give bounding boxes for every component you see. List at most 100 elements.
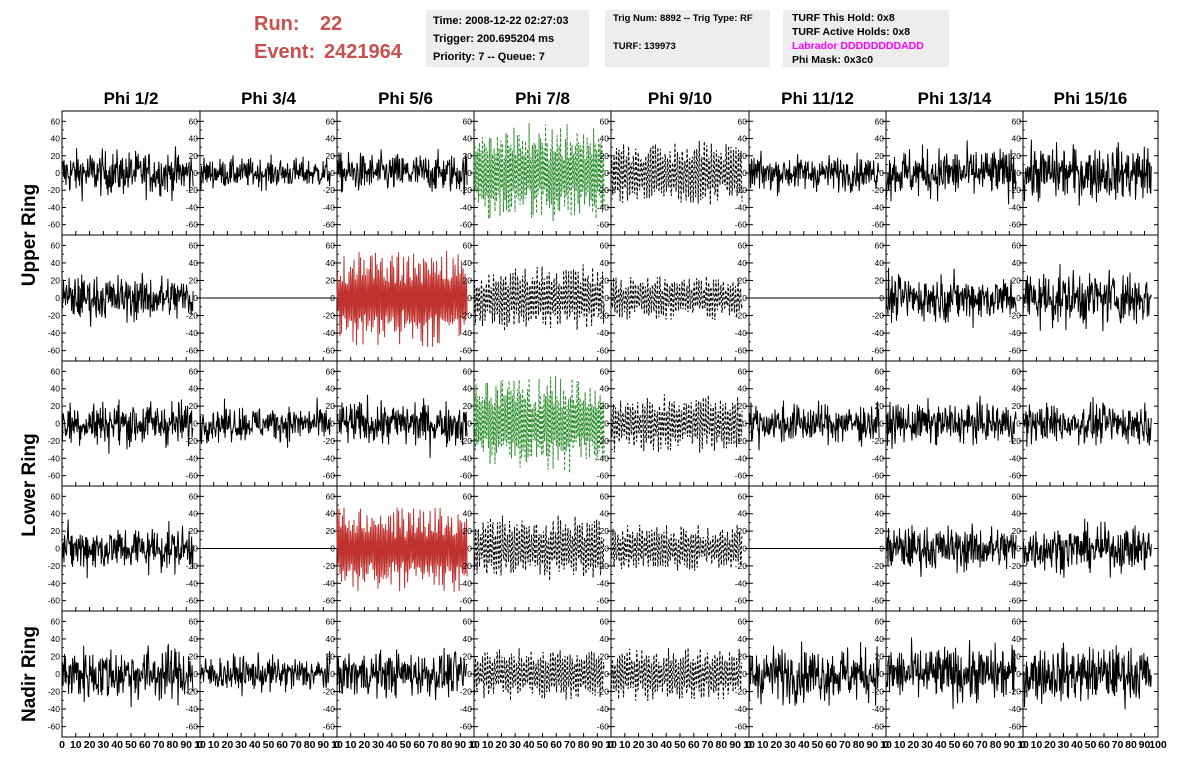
x-tick-label: 80: [441, 739, 453, 751]
panel-r2-c3: -60 -40 -20 0 20 40 60: [460, 360, 612, 487]
x-tick-label: 10: [194, 739, 206, 751]
y-tick-label: -20: [460, 311, 473, 321]
y-tick-label: 0: [193, 293, 198, 303]
waveform-trace: [61, 644, 194, 708]
y-tick-label: 0: [330, 544, 335, 554]
y-tick-label: 60: [600, 366, 610, 376]
y-tick-label: 20: [51, 151, 61, 161]
panel-r2-c5: -60 -40 -20 0 20 40 60: [735, 360, 887, 487]
x-tick-label: 50: [674, 739, 686, 751]
y-tick-label: 0: [467, 293, 472, 303]
y-tick-label: 60: [1012, 240, 1022, 250]
y-tick-label: 20: [738, 526, 748, 536]
event-label: Event:: [254, 41, 316, 63]
x-tick-label: 30: [509, 739, 521, 751]
x-tick-label: 10: [345, 739, 357, 751]
y-tick-label: -40: [323, 202, 336, 212]
x-tick-label: 90: [180, 739, 192, 751]
y-tick-label: 40: [1012, 509, 1022, 519]
y-tick-label: 60: [189, 240, 199, 250]
y-tick-label: -40: [735, 704, 748, 714]
y-tick-label: 0: [742, 544, 747, 554]
y-tick-label: 0: [55, 293, 60, 303]
x-tick-label: 60: [139, 739, 151, 751]
panel-r3-c1: -60 -40 -20 0 20 40 60: [186, 485, 338, 612]
x-tick-label: 10: [894, 739, 906, 751]
y-tick-label: -20: [735, 185, 748, 195]
x-tick-label: 70: [702, 739, 714, 751]
y-tick-label: 0: [55, 669, 60, 679]
y-tick-label: -40: [597, 453, 610, 463]
y-tick-label: 40: [326, 509, 336, 519]
y-tick-label: 0: [330, 419, 335, 429]
x-tick-label: 50: [263, 739, 275, 751]
x-tick-label: 80: [304, 739, 316, 751]
y-tick-label: 60: [189, 116, 199, 126]
y-tick-label: -20: [735, 687, 748, 697]
waveform-trace: [885, 140, 1017, 205]
y-tick-label: 20: [463, 275, 473, 285]
y-tick-label: 0: [879, 293, 884, 303]
x-tick-label: 70: [839, 739, 851, 751]
y-tick-label: -20: [1009, 185, 1022, 195]
y-tick-label: 0: [879, 419, 884, 429]
y-tick-label: 40: [51, 258, 61, 268]
y-tick-label: -40: [872, 328, 885, 338]
y-tick-label: -40: [48, 202, 61, 212]
x-tick-label: 70: [290, 739, 302, 751]
x-tick-label: 0: [883, 739, 889, 751]
x-tick-label: 30: [235, 739, 247, 751]
panel-r3-c3: -60 -40 -20 0 20 40 60: [460, 485, 612, 612]
y-tick-label: 0: [1016, 419, 1021, 429]
y-tick-label: -60: [872, 346, 885, 356]
y-tick-label: 60: [875, 116, 885, 126]
y-tick-label: 40: [738, 384, 748, 394]
y-tick-label: -20: [872, 311, 885, 321]
panel-r1-c7: -60 -40 -20 0 20 40 60: [1009, 234, 1159, 362]
y-tick-label: -60: [323, 220, 336, 230]
y-tick-label: -60: [323, 471, 336, 481]
y-tick-label: 40: [875, 258, 885, 268]
y-tick-label: 40: [189, 258, 199, 268]
panel-r3-c7: -60 -40 -20 0 20 40 60: [1009, 485, 1159, 612]
x-tick-label: 0: [608, 739, 614, 751]
panel-r2-c1: -60 -40 -20 0 20 40 60: [186, 360, 338, 487]
y-tick-label: -60: [872, 220, 885, 230]
y-tick-label: 40: [189, 384, 199, 394]
y-tick-label: -20: [872, 561, 885, 571]
y-tick-label: 0: [193, 419, 198, 429]
y-tick-label: 40: [326, 384, 336, 394]
y-tick-label: 40: [1012, 134, 1022, 144]
y-tick-label: 20: [326, 526, 336, 536]
x-tick-label: 50: [537, 739, 549, 751]
y-tick-label: 20: [875, 651, 885, 661]
y-tick-label: -20: [323, 185, 336, 195]
panel-r0-c6: -60 -40 -20 0 20 40 60: [872, 110, 1024, 236]
y-tick-label: -40: [872, 453, 885, 463]
x-tick-label: 30: [647, 739, 659, 751]
y-tick-label: 40: [875, 509, 885, 519]
y-tick-label: 60: [463, 491, 473, 501]
y-tick-label: -20: [1009, 687, 1022, 697]
panel-r2-c0: -60 -40 -20 0 20 40 60: [48, 360, 201, 487]
y-tick-label: 40: [600, 134, 610, 144]
x-tick-label: 90: [591, 739, 603, 751]
x-tick-label: 40: [798, 739, 810, 751]
y-tick-label: 60: [738, 366, 748, 376]
turf-this-hold-text: TURF This Hold: 0x8: [792, 12, 895, 24]
y-tick-label: -60: [735, 596, 748, 606]
y-tick-label: 0: [604, 544, 609, 554]
column-title-6: Phi 13/14: [918, 89, 992, 108]
x-tick-label: 0: [197, 739, 203, 751]
panel-r1-c5: -60 -40 -20 0 20 40 60: [735, 234, 887, 362]
y-tick-label: 40: [463, 384, 473, 394]
y-tick-label: 0: [467, 544, 472, 554]
y-tick-label: -20: [597, 185, 610, 195]
trigger-info-box: Trig Num: 8892 -- Trig Type: RF TURF: 13…: [605, 10, 770, 67]
x-tick-label: 60: [1098, 739, 1110, 751]
y-tick-label: -60: [48, 722, 61, 732]
y-tick-label: -40: [735, 453, 748, 463]
y-tick-label: -40: [460, 453, 473, 463]
y-tick-label: 60: [738, 491, 748, 501]
